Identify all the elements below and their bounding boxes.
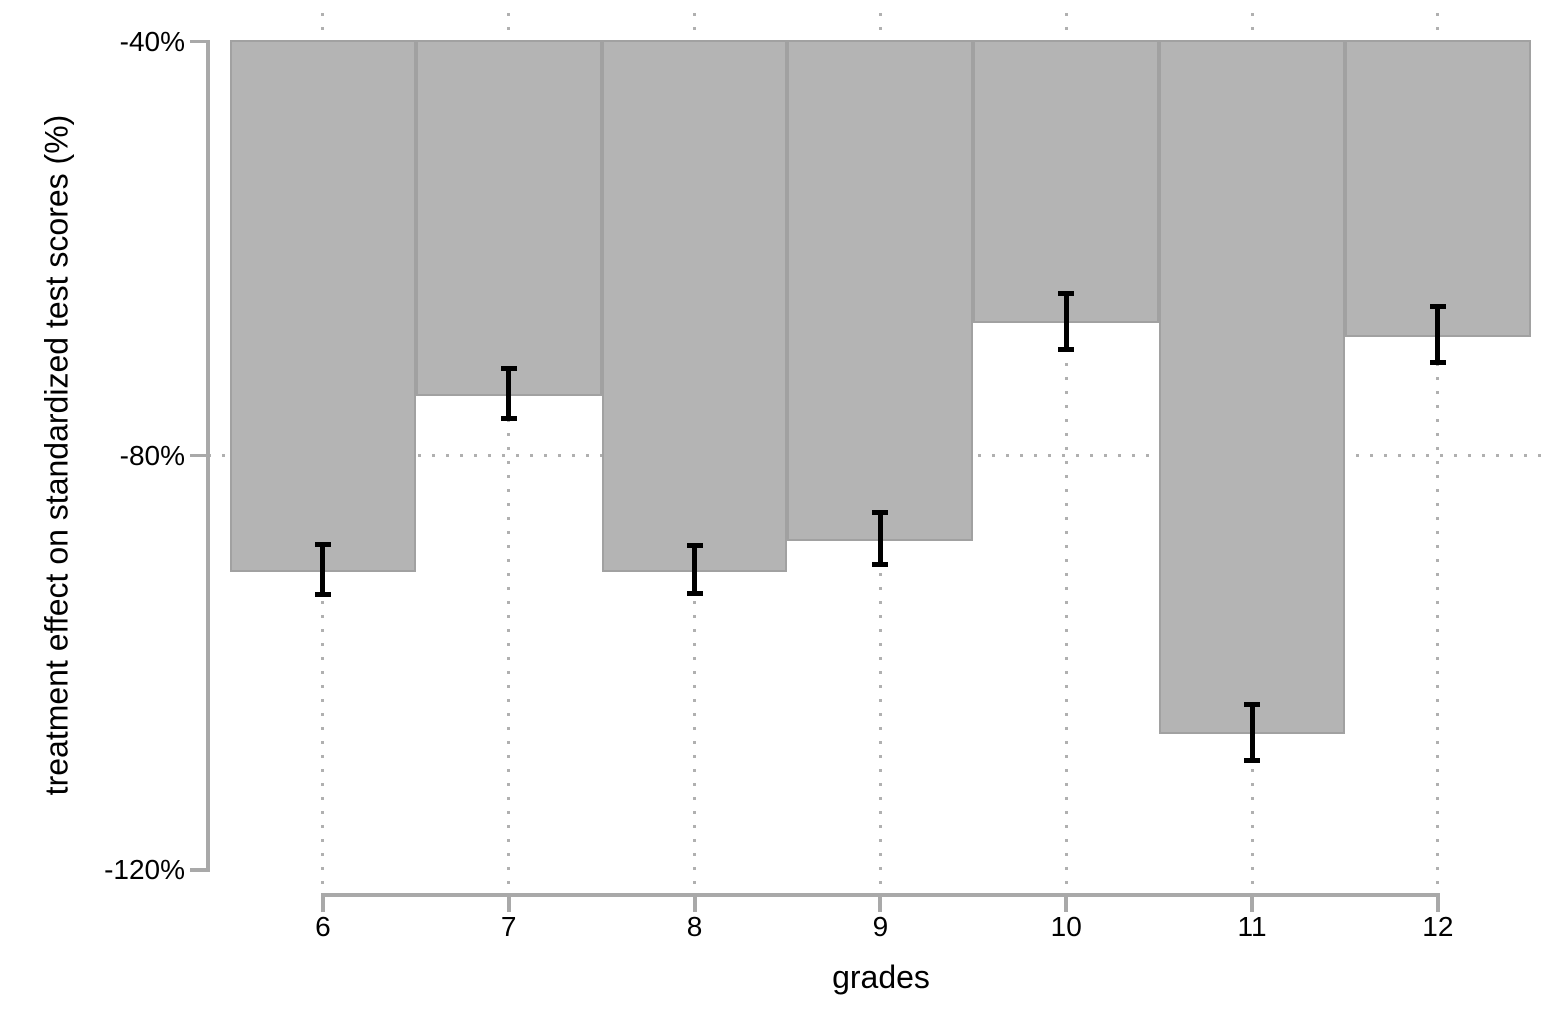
x-tick-label-grade-10: 10 [1050,911,1082,942]
y-tick-label--40: -40% [119,25,185,57]
x-tick-grade-9 [878,893,883,912]
error-bar-stem-grade-6 [320,544,326,595]
x-tick-grade-7 [506,893,511,912]
error-bar-cap-bottom-grade-10 [1058,346,1075,352]
error-bar-cap-top-grade-6 [314,542,331,548]
error-bar-stem-grade-12 [1435,306,1441,363]
vertical-gridline-grade-10 [1064,13,1068,889]
bar-grade-6 [229,40,416,572]
x-axis-title: grades [832,959,930,995]
y-tick--40 [190,39,207,44]
error-bar-cap-top-grade-10 [1058,290,1075,296]
error-bar-cap-top-grade-7 [500,366,517,372]
bar-grade-12 [1344,40,1531,337]
x-tick-grade-11 [1250,893,1255,912]
x-tick-label-grade-8: 8 [686,911,703,942]
x-tick-grade-8 [692,893,697,912]
vertical-gridline-grade-12 [1436,13,1440,889]
error-bar-stem-grade-7 [506,368,512,419]
error-bar-cap-top-grade-9 [872,510,889,516]
bar-grade-8 [601,40,788,572]
x-tick-label-grade-6: 6 [315,911,331,942]
error-bar-cap-bottom-grade-8 [686,590,703,596]
error-bar-cap-bottom-grade-7 [500,415,517,421]
error-bar-cap-bottom-grade-9 [872,561,889,567]
x-tick-grade-6 [320,893,325,912]
bar-grade-7 [415,40,602,396]
x-tick-grade-10 [1064,893,1069,912]
x-tick-label-grade-7: 7 [500,911,517,942]
x-tick-label-grade-9: 9 [872,911,889,942]
y-tick-label--80: -80% [119,439,185,471]
error-bar-cap-bottom-grade-11 [1244,757,1261,763]
y-axis-line [206,40,210,872]
bar-grade-9 [787,40,974,541]
error-bar-stem-grade-8 [692,545,698,594]
x-tick-label-grade-11: 11 [1237,911,1267,942]
error-bar-stem-grade-9 [877,512,883,565]
vertical-gridline-grade-7 [507,13,511,889]
error-bar-cap-top-grade-11 [1244,701,1261,707]
x-tick-label-grade-12: 12 [1422,911,1454,942]
error-bar-cap-bottom-grade-12 [1429,360,1446,366]
y-tick--80 [190,453,207,458]
error-bar-stem-grade-11 [1249,704,1255,761]
x-tick-grade-12 [1435,893,1440,912]
error-bar-stem-grade-10 [1063,293,1069,350]
bar-grade-11 [1159,40,1345,735]
bar-grade-10 [973,40,1160,324]
error-bar-cap-top-grade-8 [686,543,703,549]
error-bar-cap-top-grade-12 [1429,304,1446,310]
y-tick--120 [190,868,207,872]
y-tick-label--120: -120% [104,853,185,885]
error-bar-cap-bottom-grade-6 [314,592,331,597]
